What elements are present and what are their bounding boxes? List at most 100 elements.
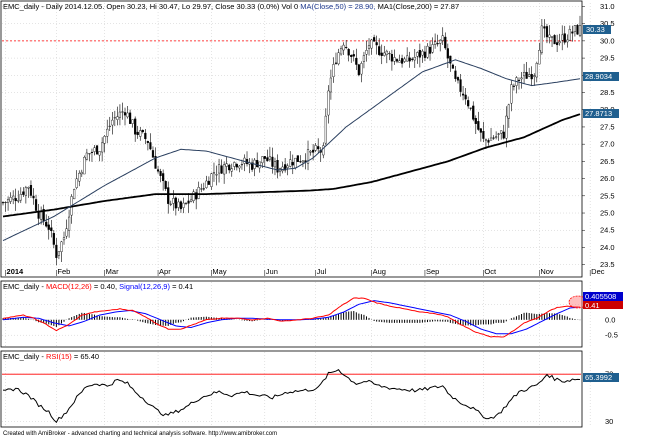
- candle-body: [553, 35, 556, 45]
- x-tick-label: Dec: [591, 267, 605, 276]
- price-y-axis: 23.524.024.525.025.526.026.527.027.528.0…: [582, 2, 615, 269]
- candle-body: [464, 94, 467, 100]
- candle-body: [571, 31, 574, 34]
- x-tick-label: Feb: [57, 267, 70, 276]
- candle-body: [441, 35, 444, 41]
- x-tick-label: Apr: [159, 267, 171, 276]
- candle-body: [373, 37, 376, 42]
- candle-body: [510, 84, 513, 104]
- candle-body: [299, 161, 302, 163]
- candle-body: [459, 79, 462, 92]
- candle-body: [474, 118, 477, 124]
- candle-body: [144, 132, 147, 140]
- candle-body: [268, 156, 271, 160]
- candle-body: [256, 160, 259, 168]
- candle-body: [451, 64, 455, 69]
- candle-body: [522, 72, 526, 77]
- candle-body: [566, 39, 569, 43]
- candle-body: [416, 52, 419, 57]
- candle-body: [472, 105, 475, 120]
- candle-body: [578, 25, 582, 36]
- candle-body: [484, 139, 488, 141]
- candle-body: [289, 159, 292, 167]
- candle-body: [517, 79, 521, 81]
- candle-body: [1, 202, 5, 204]
- candle-body: [151, 150, 155, 158]
- candle-body: [136, 131, 139, 136]
- x-tick-label: Jul: [317, 267, 327, 276]
- candle-body: [154, 155, 157, 169]
- price-grid: [2, 3, 591, 426]
- candle-body: [174, 197, 177, 209]
- signal-value-tag: 0.41: [583, 301, 623, 310]
- price-panel-title: EMC_daily - Daily 2014.12.05. Open 30.23…: [3, 2, 459, 11]
- candle-body: [530, 74, 533, 80]
- candle-body: [385, 50, 388, 55]
- candle-body: [306, 149, 310, 164]
- candle-body: [212, 172, 216, 174]
- price-y-tick-label: 26.5: [600, 157, 615, 166]
- price-y-tick-label: 25.0: [600, 209, 615, 218]
- candle-body: [83, 156, 86, 175]
- candle-body: [266, 157, 269, 162]
- candle-body: [225, 163, 228, 167]
- candle-body: [558, 41, 561, 44]
- candle-body: [495, 136, 498, 138]
- price-y-tick-label: 29.5: [600, 54, 615, 63]
- macd-y-tick-label: 0.0: [605, 315, 615, 324]
- ma200-line: [2, 113, 581, 218]
- candle-body: [19, 194, 22, 201]
- candle-body: [294, 157, 297, 168]
- ma50-tag: 28.9034: [583, 72, 619, 81]
- candle-body: [149, 142, 152, 150]
- candle-body: [164, 181, 167, 189]
- candle-body: [345, 46, 348, 48]
- candle-body: [9, 197, 12, 202]
- candle-body: [543, 26, 546, 29]
- candle-body: [461, 93, 465, 96]
- candle-body: [502, 131, 505, 139]
- candle-body: [205, 180, 208, 188]
- candle-body: [347, 48, 350, 56]
- candle-body: [329, 77, 332, 93]
- candle-body: [467, 100, 470, 107]
- candle-body: [332, 64, 335, 77]
- price-y-tick-label: 27.0: [600, 140, 615, 149]
- candle-body: [505, 115, 508, 139]
- price-y-tick-label: 30.0: [600, 36, 615, 45]
- candle-body: [487, 140, 490, 143]
- candle-body: [101, 142, 104, 153]
- candle-body: [228, 164, 231, 171]
- candle-body: [342, 44, 345, 51]
- candle-body: [403, 58, 406, 62]
- candle-body: [202, 188, 205, 190]
- price-y-tick-label: 23.5: [600, 260, 615, 269]
- candle-body: [187, 200, 190, 204]
- candle-body: [360, 63, 363, 75]
- candle-body: [62, 237, 66, 241]
- price-y-tick-label: 28.5: [600, 88, 615, 97]
- macd-value-tag: 0.405508: [583, 292, 623, 301]
- signal-value-label: 0.41: [585, 301, 600, 310]
- candle-body: [60, 241, 63, 252]
- candle-body: [296, 155, 299, 162]
- rsi-value-label: 65.3992: [585, 373, 612, 382]
- candle-body: [350, 54, 353, 57]
- x-tick-label: Oct: [484, 267, 497, 276]
- candle-body: [65, 228, 68, 237]
- candle-body: [184, 202, 188, 204]
- rsi-grid: [2, 373, 581, 422]
- candle-body: [367, 45, 371, 49]
- candle-body: [561, 34, 564, 41]
- candle-body: [139, 130, 142, 137]
- candle-body: [406, 55, 409, 62]
- candle-body: [446, 48, 449, 59]
- candle-body: [22, 191, 25, 195]
- candle-body: [238, 165, 241, 169]
- candle-body: [533, 75, 536, 77]
- candle-body: [469, 107, 472, 109]
- candle-body: [42, 209, 45, 221]
- candle-body: [314, 145, 317, 151]
